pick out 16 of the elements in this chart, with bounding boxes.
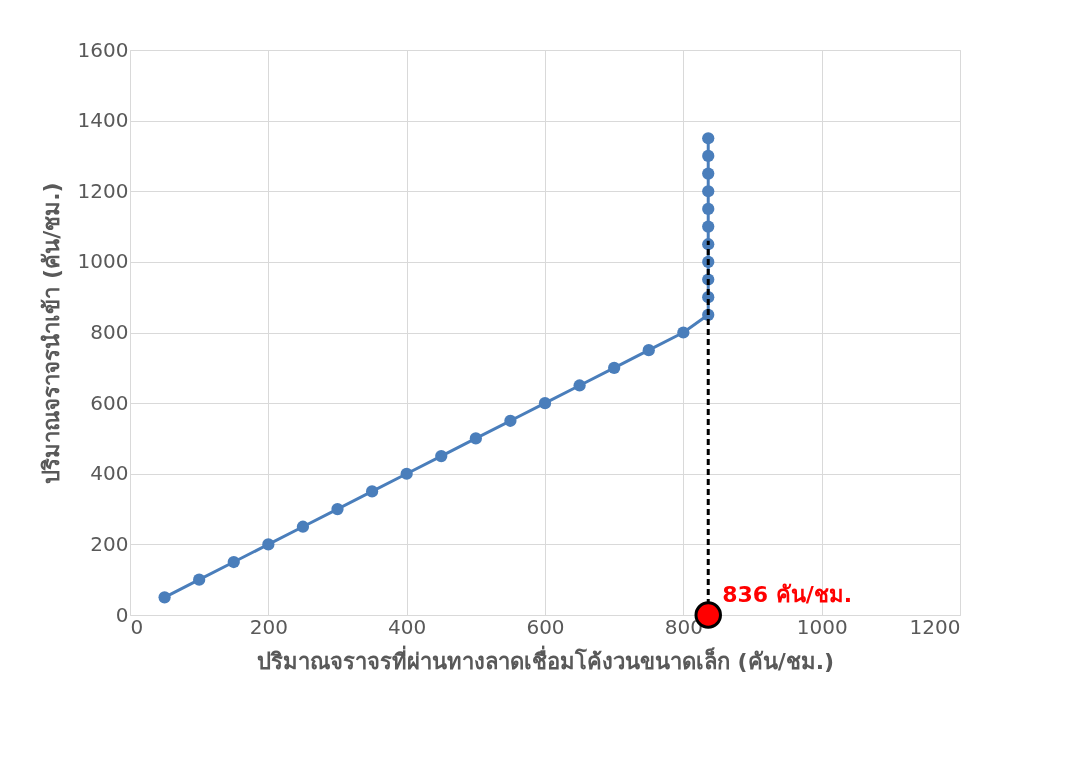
y-tick-label: 1200 bbox=[77, 178, 129, 203]
y-tick-label: 600 bbox=[90, 390, 129, 415]
x-tick-label: 200 bbox=[249, 614, 288, 639]
y-tick-label: 800 bbox=[90, 320, 129, 344]
y-tick-label: 200 bbox=[90, 531, 129, 556]
annotation: 836 คัน/ชม. bbox=[722, 582, 853, 607]
x-axis-title: ปริมาณจราจรที่ผ่านทางลาดเชื่อมโค้งวนขนาดเล็ก (คัน/ชม.) bbox=[256, 644, 835, 674]
x-tick-label: 400 bbox=[388, 614, 427, 639]
y-axis-title: ปริมาณจราจรนำเข้า (คัน/ชม.) bbox=[38, 182, 64, 484]
y-tick-label: 1400 bbox=[77, 108, 129, 133]
x-tick-label: 1200 bbox=[909, 614, 961, 639]
x-tick-label: 600 bbox=[526, 614, 565, 639]
y-tick-label: 1600 bbox=[77, 37, 129, 62]
x-tick-label: 1000 bbox=[796, 614, 848, 639]
y-tick-label: 400 bbox=[90, 461, 129, 486]
y-tick-label: 1000 bbox=[77, 249, 129, 274]
